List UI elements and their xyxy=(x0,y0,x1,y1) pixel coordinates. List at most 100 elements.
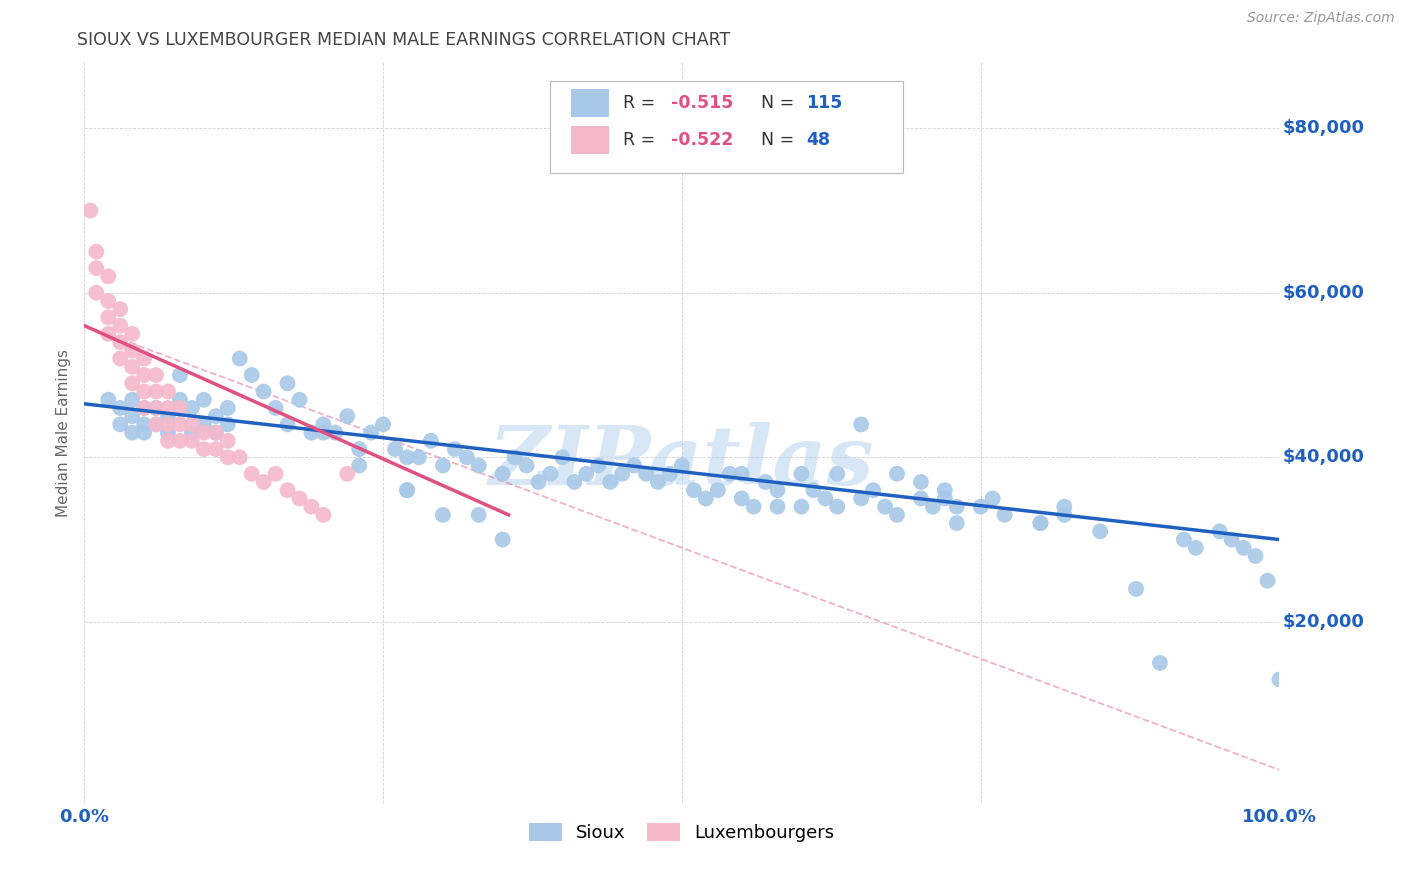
Point xyxy=(396,450,419,465)
Point xyxy=(1185,541,1208,555)
Point xyxy=(1233,541,1256,555)
Point xyxy=(121,392,143,407)
Point xyxy=(336,409,359,424)
Point xyxy=(193,425,215,440)
Point xyxy=(875,500,897,514)
Legend: Sioux, Luxembourgers: Sioux, Luxembourgers xyxy=(522,815,842,849)
Point xyxy=(97,293,120,308)
Point xyxy=(934,491,956,506)
Point xyxy=(110,335,132,350)
Point xyxy=(588,458,610,473)
Point xyxy=(742,500,765,514)
Point xyxy=(97,310,120,325)
Point xyxy=(86,285,108,300)
Point xyxy=(312,508,335,522)
Point xyxy=(623,458,645,473)
Point xyxy=(97,269,120,284)
Point xyxy=(121,425,143,440)
Point xyxy=(432,458,454,473)
Point xyxy=(229,351,252,366)
Point xyxy=(432,508,454,522)
Point xyxy=(1029,516,1052,530)
Point xyxy=(766,500,789,514)
Point xyxy=(396,483,419,498)
Point xyxy=(970,500,993,514)
Point xyxy=(636,467,658,481)
Point xyxy=(1125,582,1147,596)
Point xyxy=(468,508,491,522)
Text: $60,000: $60,000 xyxy=(1284,284,1365,301)
Point xyxy=(803,483,825,498)
Text: ZIPatlas: ZIPatlas xyxy=(489,422,875,502)
Point xyxy=(1209,524,1232,539)
Point xyxy=(336,467,359,481)
Point xyxy=(659,467,682,481)
Point xyxy=(145,417,167,432)
Point xyxy=(264,467,287,481)
Point xyxy=(121,359,143,374)
Point xyxy=(301,500,323,514)
Point xyxy=(97,326,120,341)
Point xyxy=(181,401,204,415)
Point xyxy=(946,500,969,514)
Point xyxy=(994,508,1017,522)
Point xyxy=(731,491,754,506)
Point xyxy=(110,302,132,317)
Point xyxy=(851,417,873,432)
Point xyxy=(132,425,156,440)
Point xyxy=(862,483,884,498)
Point xyxy=(492,467,515,481)
Point xyxy=(253,475,276,489)
Point xyxy=(181,417,204,432)
Point xyxy=(349,442,371,456)
Y-axis label: Median Male Earnings: Median Male Earnings xyxy=(56,349,72,516)
FancyBboxPatch shape xyxy=(571,89,609,117)
Point xyxy=(217,401,239,415)
Point xyxy=(540,467,562,481)
Point xyxy=(157,417,180,432)
Point xyxy=(145,384,167,399)
Point xyxy=(503,450,526,465)
Point xyxy=(145,368,167,382)
Point xyxy=(157,401,180,415)
Point xyxy=(1053,508,1076,522)
Point xyxy=(1090,524,1112,539)
Point xyxy=(240,368,263,382)
Point xyxy=(121,376,143,391)
Point xyxy=(110,401,132,415)
Point xyxy=(683,483,706,498)
Point xyxy=(217,434,239,448)
Point xyxy=(516,458,538,473)
Point xyxy=(695,491,717,506)
Point xyxy=(97,392,120,407)
Text: R =: R = xyxy=(623,94,661,112)
Point xyxy=(1220,533,1243,547)
Point xyxy=(193,392,215,407)
Text: 115: 115 xyxy=(806,94,842,112)
FancyBboxPatch shape xyxy=(571,127,609,154)
Point xyxy=(169,368,191,382)
Text: N =: N = xyxy=(761,94,800,112)
Point xyxy=(277,417,299,432)
Point xyxy=(169,417,191,432)
Point xyxy=(157,409,180,424)
Point xyxy=(384,442,406,456)
Point xyxy=(181,425,204,440)
Point xyxy=(121,326,143,341)
Point xyxy=(827,467,849,481)
Text: -0.522: -0.522 xyxy=(671,131,734,149)
Text: R =: R = xyxy=(623,131,661,149)
Point xyxy=(277,483,299,498)
Point xyxy=(1173,533,1195,547)
Point xyxy=(288,491,311,506)
Point xyxy=(132,401,156,415)
Point xyxy=(456,450,478,465)
Text: Source: ZipAtlas.com: Source: ZipAtlas.com xyxy=(1247,11,1395,25)
Point xyxy=(181,434,204,448)
Point xyxy=(910,475,932,489)
Point xyxy=(1053,500,1076,514)
Point xyxy=(169,392,191,407)
Point xyxy=(790,467,813,481)
Text: SIOUX VS LUXEMBOURGER MEDIAN MALE EARNINGS CORRELATION CHART: SIOUX VS LUXEMBOURGER MEDIAN MALE EARNIN… xyxy=(77,31,731,49)
Point xyxy=(408,450,430,465)
